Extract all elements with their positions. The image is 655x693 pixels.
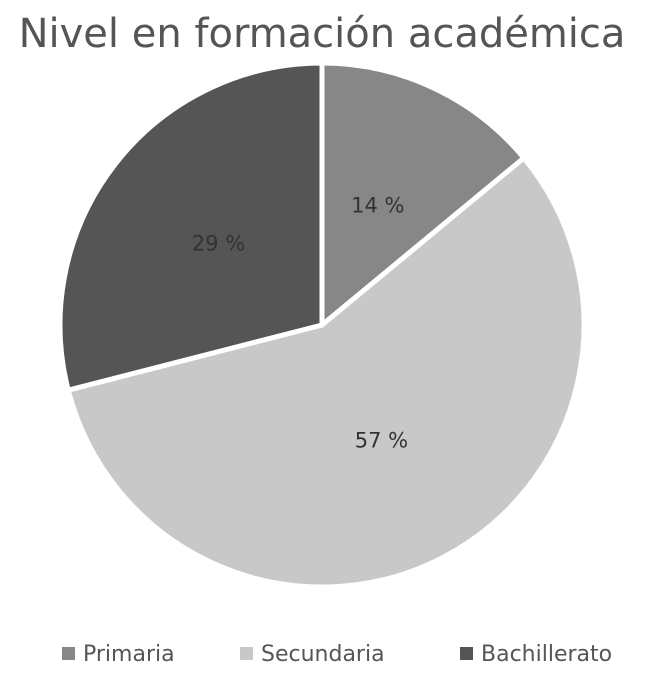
legend-label: Secundaria <box>261 642 385 667</box>
legend-swatch <box>240 647 253 660</box>
pie-slice <box>319 60 527 328</box>
legend-swatch <box>62 647 75 660</box>
data-label: 57 % <box>355 429 408 453</box>
pie-slice <box>57 60 325 393</box>
data-label: 29 % <box>192 232 245 256</box>
legend-swatch <box>460 647 473 660</box>
chart-title: Nivel en formación académica <box>19 11 626 57</box>
pie-slice <box>65 155 587 590</box>
data-label: 14 % <box>351 193 404 217</box>
legend-label: Bachillerato <box>481 642 612 667</box>
legend-label: Primaria <box>83 642 175 667</box>
